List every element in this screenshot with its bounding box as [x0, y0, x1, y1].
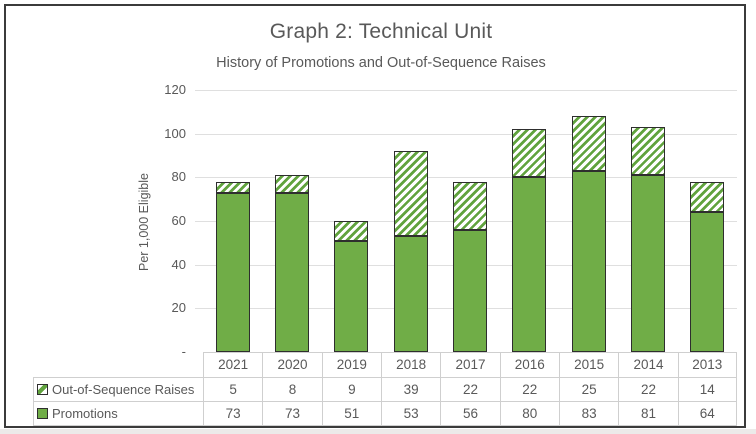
year-header-2018: 2018: [380, 352, 441, 377]
cell-promotions-2014: 81: [618, 401, 678, 426]
cell-promotions-2019: 51: [321, 401, 381, 426]
chart-title: Graph 2: Technical Unit: [269, 20, 493, 43]
bar-2021-out-of-sequence-raises[interactable]: [215, 181, 250, 193]
y-axis-tick-label: 20: [171, 300, 186, 316]
cell-out-of-sequence-raises-2017: 22: [440, 376, 500, 401]
year-header-2021: 2021: [203, 352, 263, 377]
legend-promotions: Promotions: [33, 401, 203, 426]
year-header-2019: 2019: [321, 352, 381, 377]
cell-out-of-sequence-raises-2020: 8: [262, 376, 322, 401]
bar-2014-promotions[interactable]: [630, 175, 665, 352]
y-axis-tick-label: 60: [171, 213, 186, 228]
cell-out-of-sequence-raises-2014: 22: [618, 376, 678, 401]
bar-2015-out-of-sequence-raises[interactable]: [571, 116, 606, 171]
bar-2017-out-of-sequence-raises[interactable]: [452, 181, 487, 230]
cell-promotions-2020: 73: [262, 401, 322, 426]
year-header-2014: 2014: [618, 352, 678, 377]
bar-2016-out-of-sequence-raises[interactable]: [512, 129, 547, 178]
y-axis-tick-label: 80: [171, 169, 186, 185]
bar-2020-promotions[interactable]: [274, 192, 309, 352]
bar-2019-promotions[interactable]: [334, 240, 369, 352]
solid-swatch-icon: [37, 407, 48, 419]
cell-out-of-sequence-raises-2018: 39: [380, 376, 441, 401]
cell-out-of-sequence-raises-2021: 5: [203, 376, 263, 401]
bar-2015-promotions[interactable]: [571, 170, 606, 352]
bar-2018-promotions[interactable]: [393, 236, 428, 352]
chart-subtitle: History of Promotions and Out-of-Sequenc…: [216, 55, 546, 71]
y-axis-tick-label: 120: [164, 82, 186, 97]
cell-out-of-sequence-raises-2015: 25: [558, 376, 619, 401]
bar-2017-promotions[interactable]: [452, 229, 487, 352]
cell-promotions-2015: 83: [558, 401, 619, 426]
y-axis-tick-label: 100: [164, 125, 186, 141]
gridline: [195, 177, 737, 179]
year-header-2013: 2013: [677, 352, 737, 377]
hatched-swatch-icon: [37, 383, 48, 395]
data-table: 2021 2020 2019 2018 2017 2016 2015 2014 2013 Out-…: [33, 352, 737, 426]
bar-2013-out-of-sequence-raises[interactable]: [690, 181, 725, 213]
cell-promotions-2018: 53: [380, 401, 441, 426]
year-header-2017: 2017: [440, 352, 500, 377]
cell-out-of-sequence-raises-2016: 22: [499, 376, 559, 401]
legend-label: Promotions: [52, 405, 118, 421]
cell-promotions-2013: 64: [677, 401, 737, 426]
cell-promotions-2021: 73: [203, 401, 263, 426]
bar-2018-out-of-sequence-raises[interactable]: [393, 151, 428, 237]
cell-promotions-2016: 80: [499, 401, 559, 426]
bar-2020-out-of-sequence-raises[interactable]: [274, 175, 309, 193]
year-header-2016: 2016: [499, 352, 559, 377]
y-axis-tick-label: -: [181, 344, 186, 359]
bar-2014-out-of-sequence-raises[interactable]: [630, 127, 665, 176]
cell-out-of-sequence-raises-2019: 9: [321, 376, 381, 401]
legend-label: Out-of-Sequence Raises: [52, 381, 195, 397]
bar-2013-promotions[interactable]: [690, 212, 725, 352]
gridline: [195, 133, 737, 135]
page-background-strip: [0, 429, 756, 434]
legend-out-of-sequence-raises: Out-of-Sequence Raises: [33, 376, 203, 401]
year-header-2020: 2020: [262, 352, 322, 377]
year-header-2015: 2015: [558, 352, 619, 377]
cell-out-of-sequence-raises-2013: 14: [677, 376, 737, 401]
bar-2021-promotions[interactable]: [215, 192, 250, 352]
cell-promotions-2017: 56: [440, 401, 500, 426]
y-axis-tick-label: 40: [171, 256, 186, 272]
bar-2016-promotions[interactable]: [512, 177, 547, 352]
gridline: [195, 90, 737, 91]
table-corner-blank: [33, 352, 203, 377]
bar-2019-out-of-sequence-raises[interactable]: [334, 221, 369, 241]
